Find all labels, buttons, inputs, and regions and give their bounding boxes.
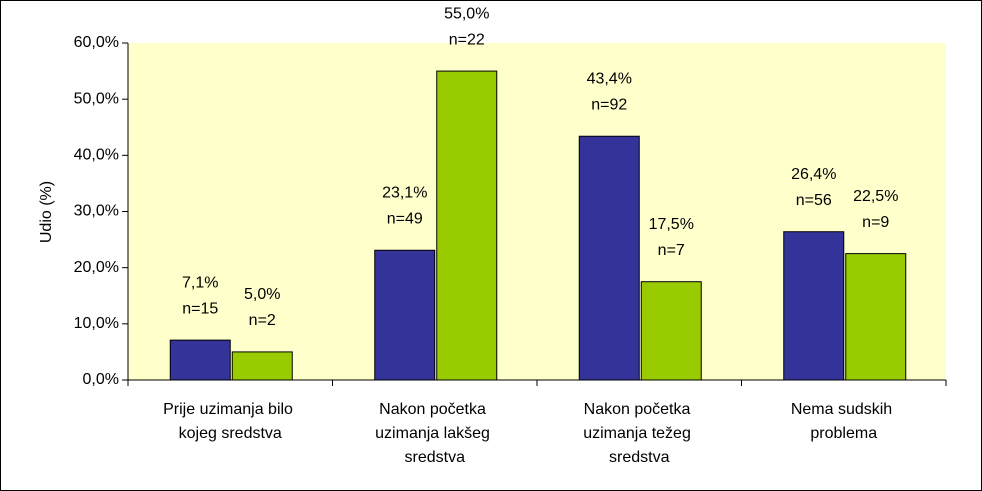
value-label: 23,1% — [382, 184, 427, 201]
value-label: 17,5% — [649, 216, 694, 233]
value-label: 43,4% — [587, 70, 632, 87]
value-label: 22,5% — [853, 188, 898, 205]
bar — [783, 231, 845, 381]
bar — [640, 281, 702, 381]
bar — [578, 135, 640, 381]
count-label: n=15 — [182, 300, 218, 317]
x-tick-label: Prije uzimanja bilo kojeg sredstva — [163, 401, 297, 442]
y-tick-label: 40,0% — [74, 147, 119, 164]
count-label: n=92 — [591, 96, 627, 113]
bar — [845, 253, 907, 381]
y-tick-label: 50,0% — [74, 90, 119, 107]
bar — [436, 70, 498, 381]
x-tick-label: Nakon početka uzimanja lakšeg sredstva — [375, 401, 494, 466]
value-label: 7,1% — [182, 274, 218, 291]
value-label: 55,0% — [444, 5, 489, 22]
count-label: n=7 — [658, 242, 685, 259]
count-label: n=9 — [862, 214, 889, 231]
y-tick-label: 10,0% — [74, 315, 119, 332]
x-tick-label: Nakon početka uzimanja težeg sredstva — [583, 401, 695, 466]
value-label: 26,4% — [791, 166, 836, 183]
y-tick-label: 60,0% — [74, 34, 119, 51]
count-label: n=22 — [449, 31, 485, 48]
y-tick-label: 30,0% — [74, 203, 119, 220]
value-label: 5,0% — [244, 286, 280, 303]
y-tick-label: 20,0% — [74, 259, 119, 276]
bar — [231, 351, 293, 381]
count-label: n=56 — [796, 192, 832, 209]
x-tick-label: Nema sudskih problema — [791, 401, 897, 442]
bar — [169, 339, 231, 381]
bar — [374, 249, 436, 381]
count-label: n=2 — [249, 312, 276, 329]
y-axis-label: Udio (%) — [38, 181, 55, 243]
y-tick-label: 0,0% — [83, 371, 119, 388]
count-label: n=49 — [387, 210, 423, 227]
